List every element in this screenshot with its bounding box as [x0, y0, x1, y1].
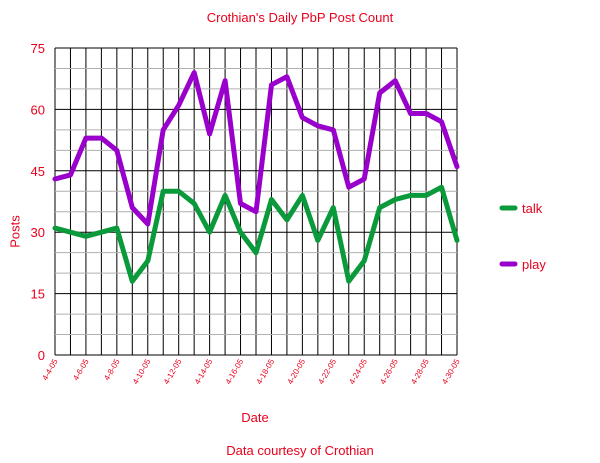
chart-title: Crothian's Daily PbP Post Count — [206, 10, 394, 25]
y-tick-label: 0 — [38, 348, 45, 363]
x-tick-label: 4-10-05 — [131, 357, 153, 386]
y-tick-label: 60 — [31, 102, 45, 117]
x-tick-label: 4-24-05 — [347, 357, 369, 386]
x-tick-label: 4-20-05 — [286, 357, 308, 386]
y-tick-label: 75 — [31, 41, 45, 56]
y-tick-labels: 0 15 30 45 60 75 — [31, 41, 45, 363]
x-tick-label: 4-30-05 — [440, 357, 462, 386]
x-tick-labels: 4-4-05 4-6-05 4-8-05 4-10-05 4-12-05 4-14-05 4… — [40, 357, 462, 386]
series-lines — [52, 70, 460, 284]
x-tick-label: 4-26-05 — [378, 357, 400, 386]
x-tick-label: 4-22-05 — [316, 357, 338, 386]
y-tick-label: 30 — [31, 225, 45, 240]
series-line-play — [52, 70, 460, 227]
data-credit: Data courtesy of Crothian — [226, 443, 374, 458]
legend: talk play — [499, 201, 546, 272]
x-tick-label: 4-12-05 — [162, 357, 184, 386]
y-tick-label: 15 — [31, 287, 45, 302]
x-tick-label: 4-14-05 — [193, 357, 215, 386]
x-axis-label: Date — [241, 410, 269, 425]
x-tick-label: 4-16-05 — [224, 357, 246, 386]
y-tick-label: 45 — [31, 164, 45, 179]
x-tick-label: 4-6-05 — [71, 357, 91, 382]
x-tick-label: 4-18-05 — [255, 357, 277, 386]
series-line-talk — [52, 184, 460, 284]
x-tick-label: 4-28-05 — [409, 357, 431, 386]
x-tick-label: 4-8-05 — [102, 357, 122, 382]
legend-label-play: play — [522, 257, 546, 272]
legend-label-talk: talk — [522, 201, 543, 216]
